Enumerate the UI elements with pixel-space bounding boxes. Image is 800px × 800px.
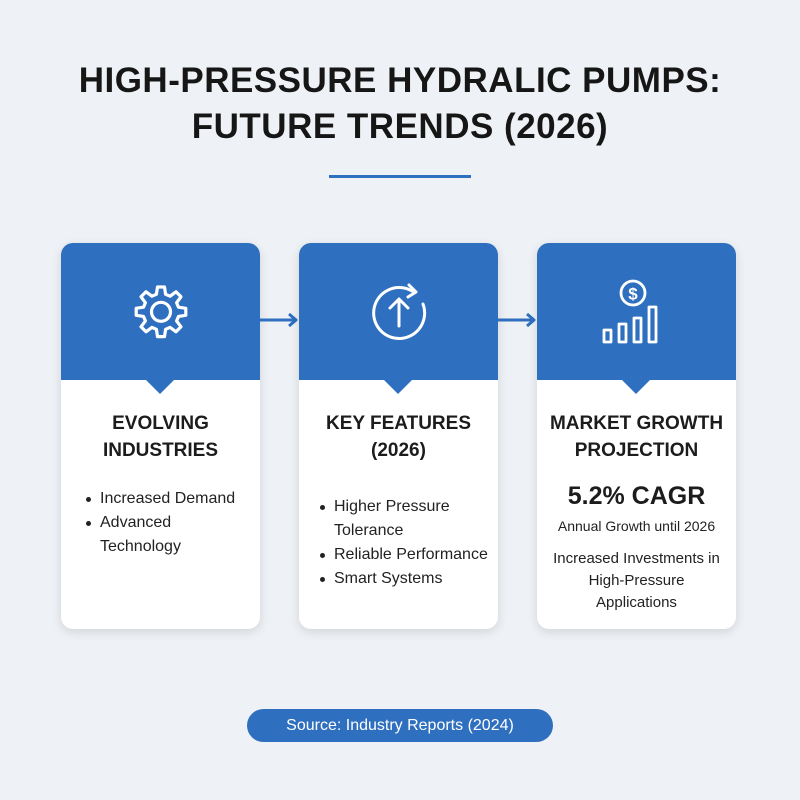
header-pointer <box>622 380 650 394</box>
title-line-2: FUTURE TRENDS (2026) <box>191 107 609 146</box>
header-pointer <box>384 380 412 394</box>
page-title: HIGH-PRESSURE HYDRALIC PUMPS: FUTURE TRE… <box>0 58 800 150</box>
card-title-line-2: PROJECTION <box>574 440 699 461</box>
cagr-stat: 5.2% CAGR <box>567 482 706 510</box>
bullet-list: Increased Demand Advanced Technology <box>85 487 255 559</box>
source-badge: Source: Industry Reports (2024) <box>247 709 553 742</box>
card-header: $ <box>537 243 736 394</box>
card-title-line-2: (2026) <box>371 440 426 461</box>
card-key-features: KEY FEATURES (2026) Higher Pressure Tole… <box>299 243 498 629</box>
list-item: Reliable Performance <box>319 543 494 567</box>
card-market-growth: $ MARKET GROWTH PROJECTION <box>537 243 736 629</box>
title-underline <box>329 175 471 178</box>
arrow-right-icon <box>260 312 298 328</box>
arrow-right-icon <box>498 312 536 328</box>
card-title: EVOLVING INDUSTRIES <box>71 410 250 464</box>
dollar-growth-chart-icon: $ <box>602 279 658 344</box>
list-item: Higher Pressure Tolerance <box>319 495 459 543</box>
card-title-line-1: KEY FEATURES <box>326 413 471 434</box>
card-title: KEY FEATURES (2026) <box>309 410 488 464</box>
cagr-label: Annual Growth until 2026 <box>557 518 716 534</box>
card-title-line-1: MARKET GROWTH <box>549 413 724 434</box>
investment-note: Increased Investments in High-Pressure A… <box>553 550 720 611</box>
header-pointer <box>146 380 174 394</box>
bullet-list: Higher Pressure Tolerance Reliable Perfo… <box>319 495 494 591</box>
title-line-1: HIGH-PRESSURE HYDRALIC PUMPS: <box>78 61 722 100</box>
card-evolving-industries: EVOLVING INDUSTRIES Increased Demand Adv… <box>61 243 260 629</box>
gear-icon <box>134 285 188 339</box>
circular-arrow-up-icon <box>372 283 427 340</box>
card-header <box>299 243 498 394</box>
card-header <box>61 243 260 394</box>
card-title-line-2: INDUSTRIES <box>102 440 219 461</box>
card-title: MARKET GROWTH PROJECTION <box>547 410 726 464</box>
svg-text:$: $ <box>628 285 638 304</box>
list-item: Increased Demand <box>85 487 255 511</box>
list-item: Smart Systems <box>319 567 494 591</box>
card-title-line-1: EVOLVING <box>112 413 209 434</box>
list-item: Advanced Technology <box>85 511 200 559</box>
